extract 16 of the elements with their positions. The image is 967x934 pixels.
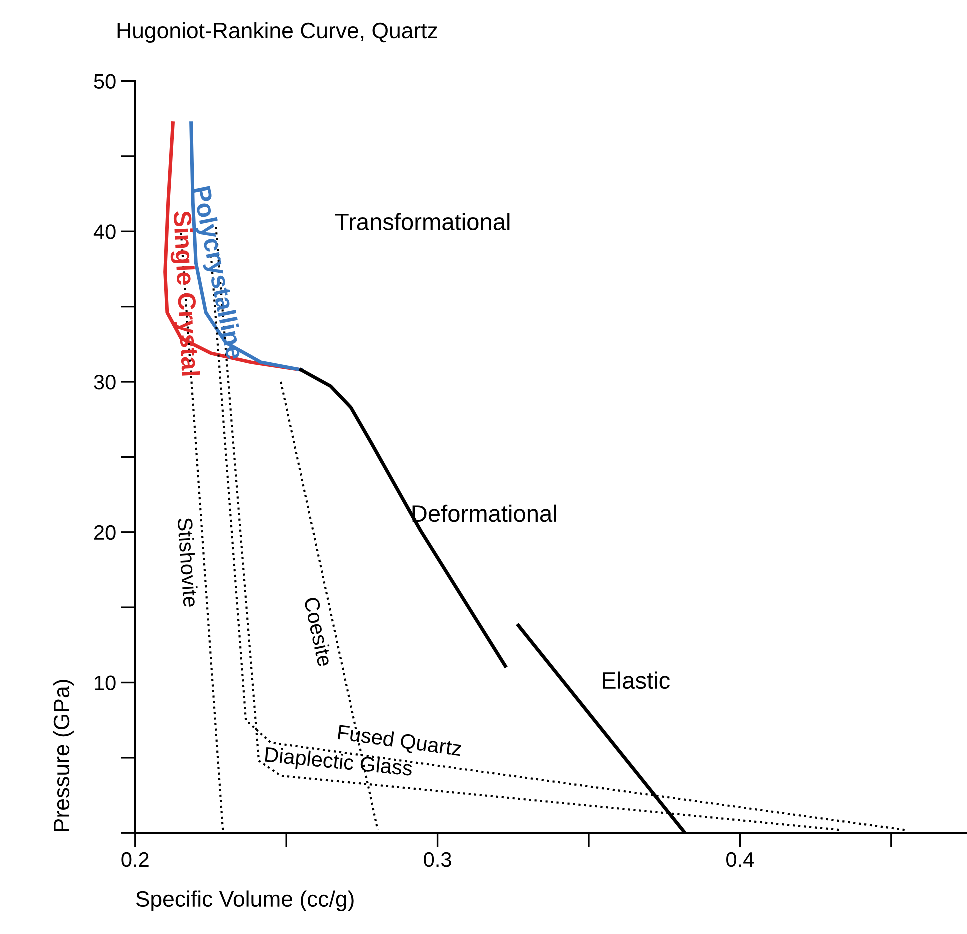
- text: Stishovite: [178, 518, 200, 608]
- x-tick-label: 0.4: [726, 852, 754, 868]
- y-tick-label: 10: [95, 676, 116, 691]
- x-axis-title: Specific Volume (cc/g): [136, 890, 354, 912]
- chart-title: Hugoniot-Rankine Curve, Quartz: [118, 22, 438, 44]
- annotation: Deformational: [412, 504, 556, 522]
- x-tick-label: 0.2: [122, 852, 149, 868]
- annotation: Elastic: [603, 672, 670, 690]
- y-axis-title: Pressure (GPa): [53, 680, 74, 832]
- annotation: Transformational: [336, 213, 510, 230]
- x-tick-label: 0.3: [424, 852, 452, 868]
- y-tick-label: 50: [94, 74, 116, 90]
- y-tick-label: 20: [94, 525, 116, 540]
- text: Coesite: [304, 596, 334, 668]
- y-tick-label: 40: [94, 224, 116, 240]
- y-tick-label: 30: [94, 375, 116, 390]
